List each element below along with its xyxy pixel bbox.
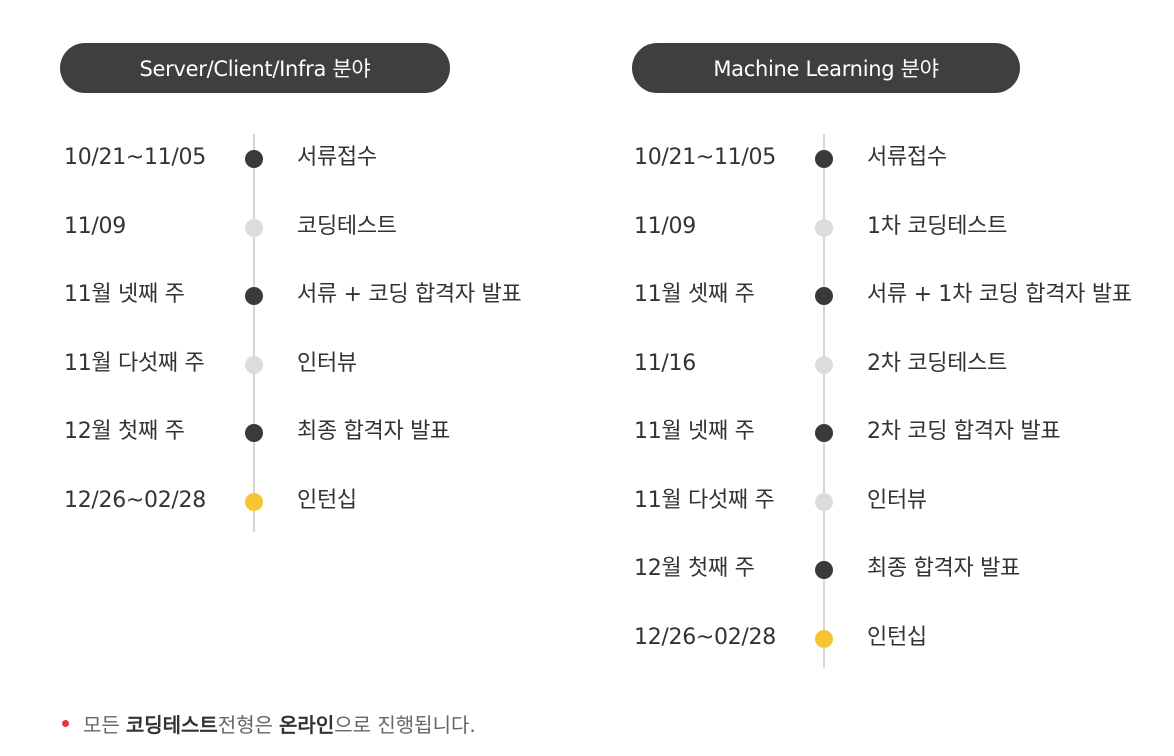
timeline-label: 인터뷰 — [297, 351, 357, 376]
timeline-date: 11/16 — [634, 351, 696, 376]
timeline-label: 최종 합격자 발표 — [297, 419, 450, 444]
timeline-date: 12/26~02/28 — [64, 488, 206, 513]
timeline-row: 12월 첫째 주 최종 합격자 발표 — [0, 412, 560, 452]
timeline-label: 인터뷰 — [867, 488, 927, 513]
timeline-row: 11월 다섯째 주 인터뷰 — [0, 344, 560, 384]
timeline-label: 서류 + 1차 코딩 합격자 발표 — [867, 282, 1132, 307]
timeline-row: 11/16 2차 코딩테스트 — [570, 344, 1170, 384]
timeline-row: 11월 넷째 주 2차 코딩 합격자 발표 — [570, 412, 1170, 452]
timeline-row: 12/26~02/28 인턴십 — [570, 618, 1170, 658]
timeline-row: 10/21~11/05 서류접수 — [570, 138, 1170, 178]
timeline-dot-icon — [815, 356, 833, 374]
timeline-row: 11월 다섯째 주 인터뷰 — [570, 481, 1170, 521]
timeline-dot-icon — [815, 219, 833, 237]
section-title-pill: Machine Learning 분야 — [632, 43, 1020, 93]
timeline-date: 11월 다섯째 주 — [634, 488, 775, 513]
note-text: 전형은 — [217, 712, 274, 737]
timeline-row: 11/09 코딩테스트 — [0, 207, 560, 247]
timeline-label: 1차 코딩테스트 — [867, 214, 1008, 239]
timeline-dot-icon — [815, 493, 833, 511]
timeline-date: 12월 첫째 주 — [64, 419, 185, 444]
timeline-date: 12월 첫째 주 — [634, 556, 755, 581]
timeline-row: 11월 셋째 주 서류 + 1차 코딩 합격자 발표 — [570, 275, 1170, 315]
timeline-date: 11월 셋째 주 — [634, 282, 755, 307]
timeline-date: 10/21~11/05 — [64, 145, 206, 170]
section-title-pill: Server/Client/Infra 분야 — [60, 43, 450, 93]
timeline-label: 서류 + 코딩 합격자 발표 — [297, 282, 522, 307]
timeline-dot-icon — [815, 424, 833, 442]
timeline-date: 11월 넷째 주 — [634, 419, 755, 444]
timeline-dot-icon — [245, 150, 263, 168]
timeline-label: 2차 코딩테스트 — [867, 351, 1008, 376]
timeline-dot-icon — [245, 219, 263, 237]
timeline-dot-icon — [815, 561, 833, 579]
timeline-dot-icon — [245, 493, 263, 511]
timeline-row: 12월 첫째 주 최종 합격자 발표 — [570, 549, 1170, 589]
timeline-date: 11월 넷째 주 — [64, 282, 185, 307]
timeline-row: 11월 넷째 주 서류 + 코딩 합격자 발표 — [0, 275, 560, 315]
note-bold-online: 온라인 — [279, 712, 335, 737]
timeline-date: 11/09 — [64, 214, 126, 239]
timeline-label: 인턴십 — [867, 625, 927, 650]
note-text: 모든 — [83, 712, 120, 737]
timeline-label: 서류접수 — [867, 145, 947, 170]
timeline-dot-icon — [245, 424, 263, 442]
timeline-label: 코딩테스트 — [297, 214, 397, 239]
timeline-date: 10/21~11/05 — [634, 145, 776, 170]
timeline-date: 12/26~02/28 — [634, 625, 776, 650]
timeline-label: 인턴십 — [297, 488, 357, 513]
timeline-label: 서류접수 — [297, 145, 377, 170]
timeline-dot-icon — [815, 287, 833, 305]
note-bold-coding-test: 코딩테스트 — [125, 712, 218, 737]
timeline-row: 11/09 1차 코딩테스트 — [570, 207, 1170, 247]
note-text: 으로 진행됩니다. — [334, 712, 476, 737]
timeline-dot-icon — [245, 287, 263, 305]
timeline-row: 10/21~11/05 서류접수 — [0, 138, 560, 178]
bullet-dot-icon — [62, 719, 69, 727]
timeline-label: 2차 코딩 합격자 발표 — [867, 419, 1061, 444]
timeline-date: 11월 다섯째 주 — [64, 351, 205, 376]
timeline-row: 12/26~02/28 인턴십 — [0, 481, 560, 521]
timeline-date: 11/09 — [634, 214, 696, 239]
online-test-note: 모든 코딩테스트 전형은 온라인 으로 진행됩니다. — [62, 706, 476, 740]
timeline-dot-icon — [245, 356, 263, 374]
timeline-dot-icon — [815, 630, 833, 648]
timeline-line — [823, 134, 825, 668]
timeline-line — [253, 134, 255, 532]
timeline-dot-icon — [815, 150, 833, 168]
timeline-label: 최종 합격자 발표 — [867, 556, 1020, 581]
